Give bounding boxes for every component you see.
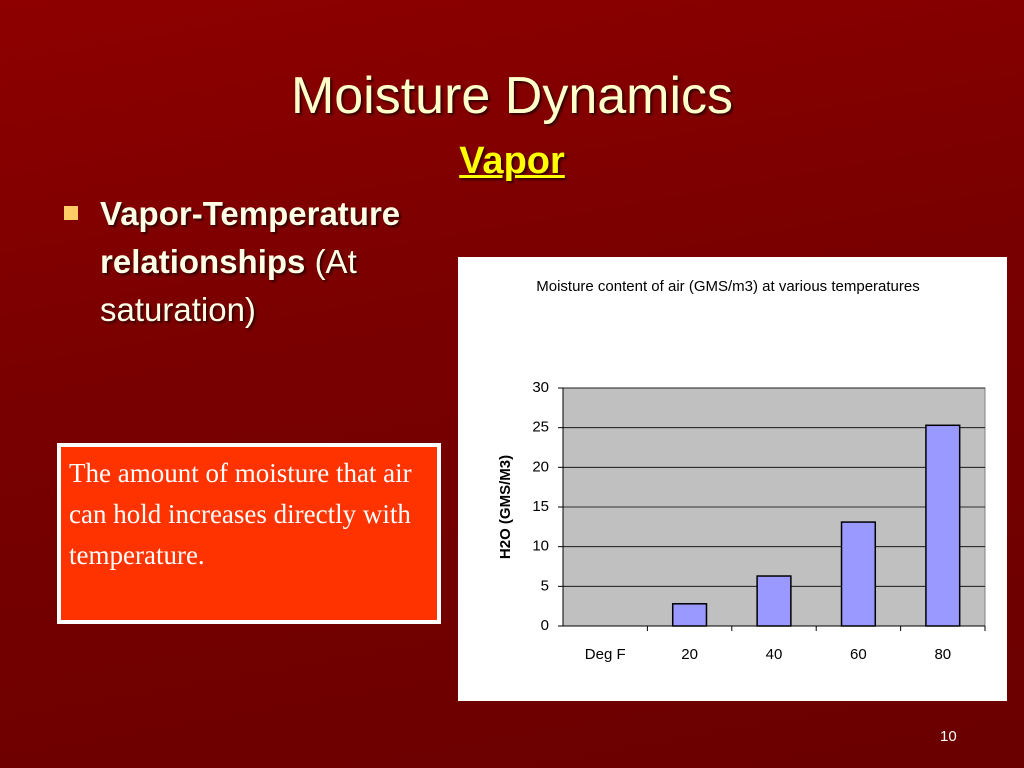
y-tick-label: 20 [532, 458, 549, 475]
y-tick-label: 10 [532, 538, 549, 555]
callout: The amount of moisture that air can hold… [57, 443, 441, 624]
x-tick-label: Deg F [585, 646, 626, 663]
chart: H2O (GMS/M3) 0 5 10 15 20 25 30 Deg F 20 40 60 80 M… [458, 257, 1007, 701]
chart-title: Moisture content of air (GMS/m3) at vari… [536, 278, 920, 295]
bullet-marker [64, 206, 78, 220]
bullet: Vapor-Temperature relationships (At satu… [100, 190, 445, 334]
x-tick-label: 40 [766, 646, 783, 663]
y-tick-label: 25 [532, 419, 549, 436]
x-tick-label: 60 [850, 646, 867, 663]
bar [756, 575, 792, 627]
bullet-bold: Vapor-Temperature relationships [100, 195, 401, 280]
y-tick-label: 0 [541, 617, 549, 634]
y-tick-label: 5 [541, 577, 549, 594]
y-axis-label: H2O (GMS/M3) [497, 455, 514, 559]
bar [925, 424, 961, 627]
page-number: 10 [940, 728, 957, 745]
chart-svg: H2O (GMS/M3) 0 5 10 15 20 25 30 Deg F 20 40 60 80 [497, 379, 986, 663]
x-tick-label: 80 [934, 646, 951, 663]
x-tick-label: 20 [681, 646, 698, 663]
bar [840, 521, 877, 627]
slide-title: Moisture Dynamics [290, 67, 734, 125]
slide-subtitle: Vapor [459, 140, 565, 182]
bullet-rest: (At saturation) [100, 243, 357, 328]
bar [671, 603, 708, 627]
y-tick-label: 15 [532, 498, 549, 515]
y-tick-label: 30 [532, 379, 549, 396]
